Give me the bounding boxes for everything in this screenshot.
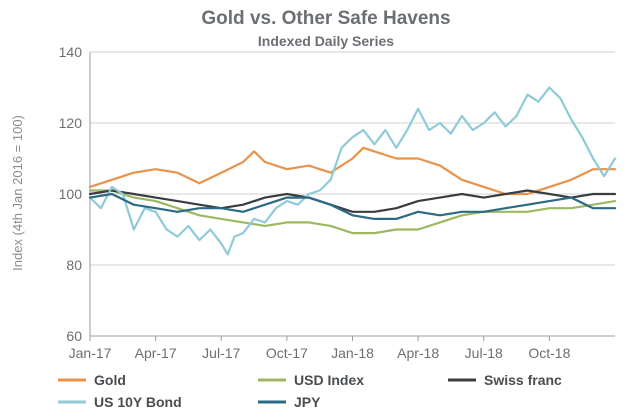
series-line-swiss-franc	[88, 189, 617, 213]
x-tick-label: Apr-17	[135, 345, 177, 361]
y-tick-label: 140	[59, 44, 83, 60]
x-tick-label: Jul-18	[465, 345, 503, 361]
y-tick-label: 80	[66, 257, 82, 273]
legend-label-jpy: JPY	[294, 394, 321, 410]
series-line-usd-index	[88, 189, 617, 235]
x-tick-label: Jul-17	[202, 345, 240, 361]
x-tick-label: Jan-18	[331, 345, 374, 361]
series-line-us-10y-bond	[88, 86, 617, 256]
x-tick-label: Apr-18	[397, 345, 439, 361]
legend: Gold USD Index Swiss franc US 10Y Bond JPY	[58, 372, 562, 410]
y-tick-label: 100	[59, 186, 83, 202]
series-line-gold	[88, 146, 617, 196]
chart-title: Gold vs. Other Safe Havens	[201, 8, 450, 29]
legend-label-gold: Gold	[94, 372, 126, 388]
series-group	[88, 86, 617, 256]
chart-subtitle: Indexed Daily Series	[258, 33, 394, 49]
legend-label-usd-index: USD Index	[294, 372, 364, 388]
y-tick-label: 60	[66, 328, 82, 344]
legend-label-swiss-franc: Swiss franc	[484, 372, 562, 388]
y-axis-label: Index (4th Jan 2016 = 100)	[10, 115, 25, 271]
legend-label-us-10y-bond: US 10Y Bond	[94, 394, 182, 410]
x-tick-label: Oct-17	[266, 345, 308, 361]
x-tick-label: Oct-18	[528, 345, 570, 361]
series-line-jpy	[88, 192, 617, 220]
x-tick-label: Jan-17	[69, 345, 112, 361]
y-tick-label: 120	[59, 115, 83, 131]
axes: 60 80 100 120 140 Jan-17 Apr-17 Jul-17 Oct-17 Jan…	[59, 44, 615, 361]
